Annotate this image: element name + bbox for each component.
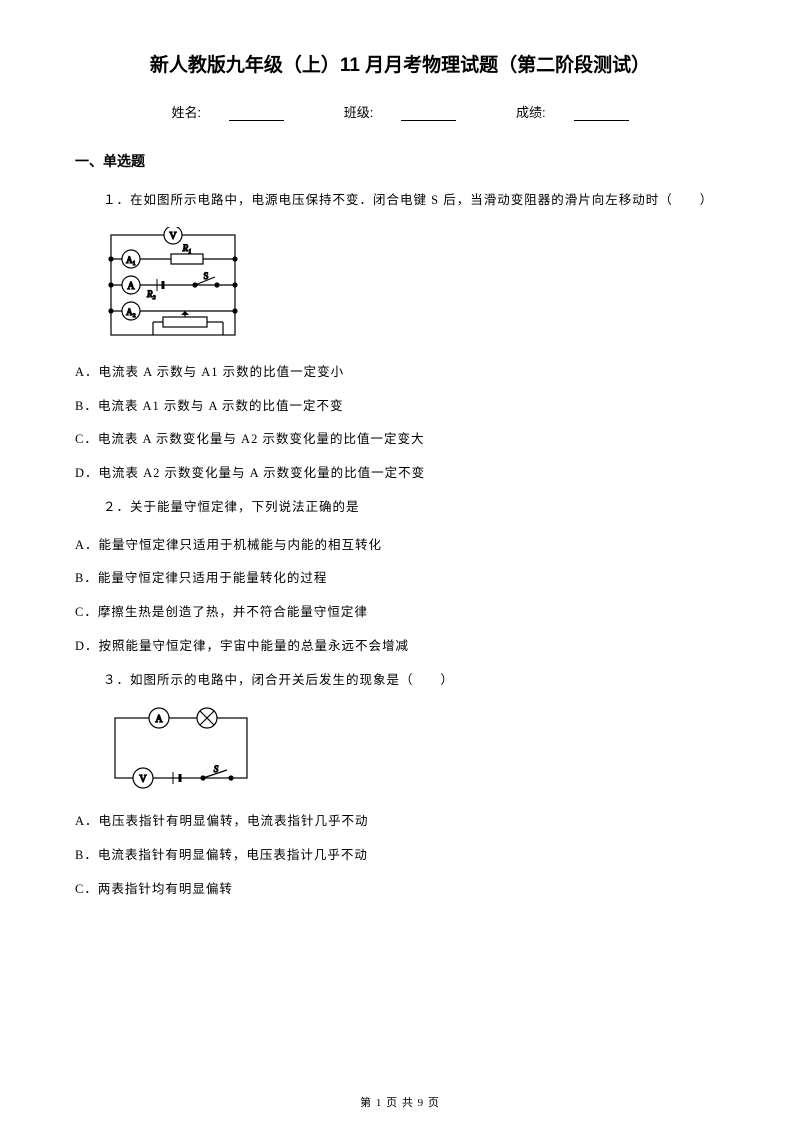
name-blank [229, 120, 284, 121]
score-blank [574, 120, 629, 121]
score-label: 成绩: [516, 105, 546, 120]
svg-text:R₁: R₁ [182, 243, 192, 253]
class-label: 班级: [344, 105, 374, 120]
q3-circuit-diagram: A V S [103, 706, 725, 796]
svg-text:V: V [139, 774, 147, 785]
q3-option-a: A．电压表指针有明显偏转，电流表指针几乎不动 [75, 810, 725, 834]
page-footer: 第 1 页 共 9 页 [0, 1094, 800, 1110]
svg-text:A: A [155, 714, 163, 725]
q1-option-c: C．电流表 A 示数变化量与 A2 示数变化量的比值一定变大 [75, 428, 725, 452]
q1-option-d: D．电流表 A2 示数变化量与 A 示数变化量的比值一定不变 [75, 462, 725, 486]
voltmeter-label: V [169, 231, 177, 242]
svg-text:A₂: A₂ [126, 307, 136, 317]
name-label: 姓名: [171, 105, 201, 120]
q3-option-c: C．两表指针均有明显偏转 [75, 878, 725, 902]
q1-stem: １．在如图所示电路中，电源电压保持不变．闭合电键 S 后，当滑动变阻器的滑片向左… [103, 189, 725, 213]
q1-option-a: A．电流表 A 示数与 A1 示数的比值一定变小 [75, 361, 725, 385]
svg-text:A: A [127, 281, 135, 292]
q2-option-c: C．摩擦生热是创造了热，并不符合能量守恒定律 [75, 601, 725, 625]
section-heading: 一、单选题 [75, 151, 725, 171]
q2-option-a: A．能量守恒定律只适用于机械能与内能的相互转化 [75, 534, 725, 558]
q2-stem: ２．关于能量守恒定律，下列说法正确的是 [103, 496, 725, 520]
q3-option-b: B．电流表指针有明显偏转，电压表指计几乎不动 [75, 844, 725, 868]
svg-text:R₂: R₂ [146, 289, 156, 299]
q2-option-d: D．按照能量守恒定律，宇宙中能量的总量永远不会增减 [75, 635, 725, 659]
student-info-row: 姓名: 班级: 成绩: [75, 102, 725, 121]
page-title: 新人教版九年级（上）11 月月考物理试题（第二阶段测试） [75, 50, 725, 77]
svg-text:S: S [203, 271, 208, 281]
class-blank [401, 120, 456, 121]
q2-option-b: B．能量守恒定律只适用于能量转化的过程 [75, 567, 725, 591]
q1-circuit-diagram: V A₁ R₁ A S R₂ A₂ [103, 227, 725, 347]
svg-text:S: S [214, 764, 219, 774]
q3-stem: ３．如图所示的电路中，闭合开关后发生的现象是（ ） [103, 669, 725, 693]
q1-option-b: B．电流表 A1 示数与 A 示数的比值一定不变 [75, 395, 725, 419]
svg-text:A₁: A₁ [126, 255, 136, 265]
